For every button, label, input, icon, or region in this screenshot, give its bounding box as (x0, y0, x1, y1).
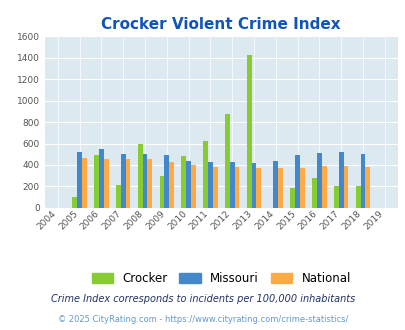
Bar (190, 165, 195, 208)
Bar (72, 197, 77, 208)
Bar (202, 141, 207, 208)
Bar (224, 114, 229, 208)
Bar (321, 166, 326, 208)
Bar (212, 167, 217, 208)
Bar (164, 155, 169, 208)
Bar (159, 176, 164, 208)
Bar (104, 159, 108, 208)
Text: © 2025 CityRating.com - https://www.cityrating.com/crime-statistics/: © 2025 CityRating.com - https://www.city… (58, 315, 347, 324)
Text: Crime Index corresponds to incidents per 100,000 inhabitants: Crime Index corresponds to incidents per… (51, 294, 354, 304)
Bar (234, 167, 239, 208)
Bar (256, 168, 260, 208)
Legend: Crocker, Missouri, National: Crocker, Missouri, National (88, 269, 354, 289)
Bar (229, 162, 234, 208)
Bar (246, 54, 251, 208)
Title: Crocker Violent Crime Index: Crocker Violent Crime Index (101, 17, 340, 32)
Bar (338, 151, 343, 208)
Bar (311, 179, 316, 208)
Bar (82, 158, 87, 208)
Bar (316, 153, 321, 208)
Bar (147, 159, 152, 208)
Bar (355, 186, 360, 208)
Bar (364, 167, 369, 208)
Bar (299, 168, 304, 208)
Bar (142, 154, 147, 208)
Bar (294, 155, 299, 208)
Bar (207, 162, 212, 208)
Bar (333, 186, 338, 208)
Bar (277, 168, 282, 208)
Bar (120, 154, 125, 208)
Bar (251, 163, 256, 208)
Bar (94, 155, 99, 208)
Bar (181, 156, 186, 208)
Bar (116, 185, 120, 208)
Bar (99, 149, 104, 208)
Bar (137, 144, 142, 208)
Bar (186, 161, 190, 208)
Bar (77, 151, 82, 208)
Bar (125, 159, 130, 208)
Bar (169, 162, 173, 208)
Bar (273, 161, 277, 208)
Bar (290, 188, 294, 208)
Bar (343, 166, 347, 208)
Bar (360, 154, 364, 208)
